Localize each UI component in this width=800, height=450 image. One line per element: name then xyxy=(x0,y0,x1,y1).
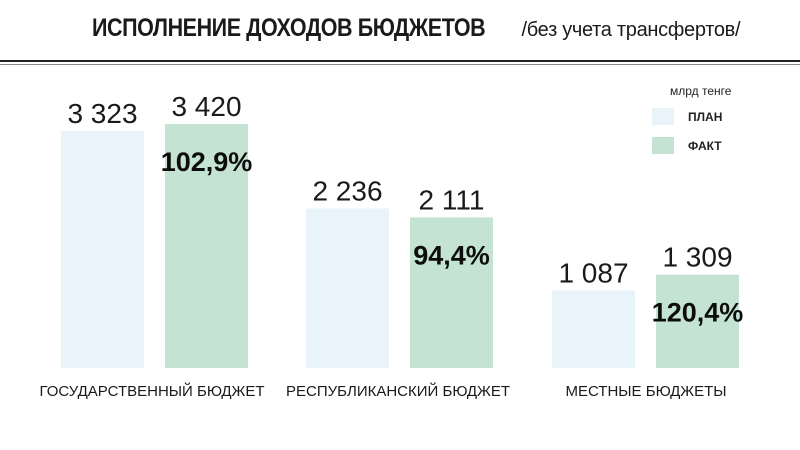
value-label-plan-1: 2 236 xyxy=(312,175,382,206)
percent-label-2: 120,4% xyxy=(652,298,744,328)
percent-label-1: 94,4% xyxy=(413,240,490,270)
category-label-1: РЕСПУБЛИКАНСКИЙ БЮДЖЕТ xyxy=(286,382,510,400)
category-label-2: МЕСТНЫЕ БЮДЖЕТЫ xyxy=(565,383,726,400)
legend-units: млрд тенге xyxy=(670,84,732,98)
title-divider-thin xyxy=(0,64,800,65)
bar-fact-1 xyxy=(410,217,493,368)
legend-item-fact: ФАКТ xyxy=(652,137,762,154)
legend-label-plan: ПЛАН xyxy=(688,109,723,124)
value-label-plan-0: 3 323 xyxy=(67,98,137,129)
value-label-fact-1: 2 111 xyxy=(419,184,485,215)
legend-swatch-plan xyxy=(652,108,674,125)
bar-plan-2 xyxy=(552,290,635,368)
title-subtitle: /без учета трансфертов/ xyxy=(521,19,741,41)
percent-label-0: 102,9% xyxy=(161,147,253,177)
bar-fact-0 xyxy=(165,124,248,368)
bar-plan-1 xyxy=(306,208,389,368)
legend-swatch-fact xyxy=(652,137,674,154)
value-label-fact-0: 3 420 xyxy=(171,91,241,122)
category-label-0: ГОСУДАРСТВЕННЫЙ БЮДЖЕТ xyxy=(39,382,264,400)
bar-fact-2 xyxy=(656,274,739,368)
bar-plan-0 xyxy=(61,130,144,368)
title-divider xyxy=(0,60,800,62)
title-main: ИСПОЛНЕНИЕ ДОХОДОВ БЮДЖЕТОВ xyxy=(91,14,486,42)
value-label-plan-2: 1 087 xyxy=(558,257,628,288)
legend-label-fact: ФАКТ xyxy=(688,138,722,153)
legend: млрд тенге ПЛАН ФАКТ xyxy=(652,84,762,154)
legend-item-plan: ПЛАН xyxy=(652,108,762,125)
value-label-fact-2: 1 309 xyxy=(662,242,732,273)
chart-title: ИСПОЛНЕНИЕ ДОХОДОВ БЮДЖЕТОВ /без учета т… xyxy=(0,14,800,43)
